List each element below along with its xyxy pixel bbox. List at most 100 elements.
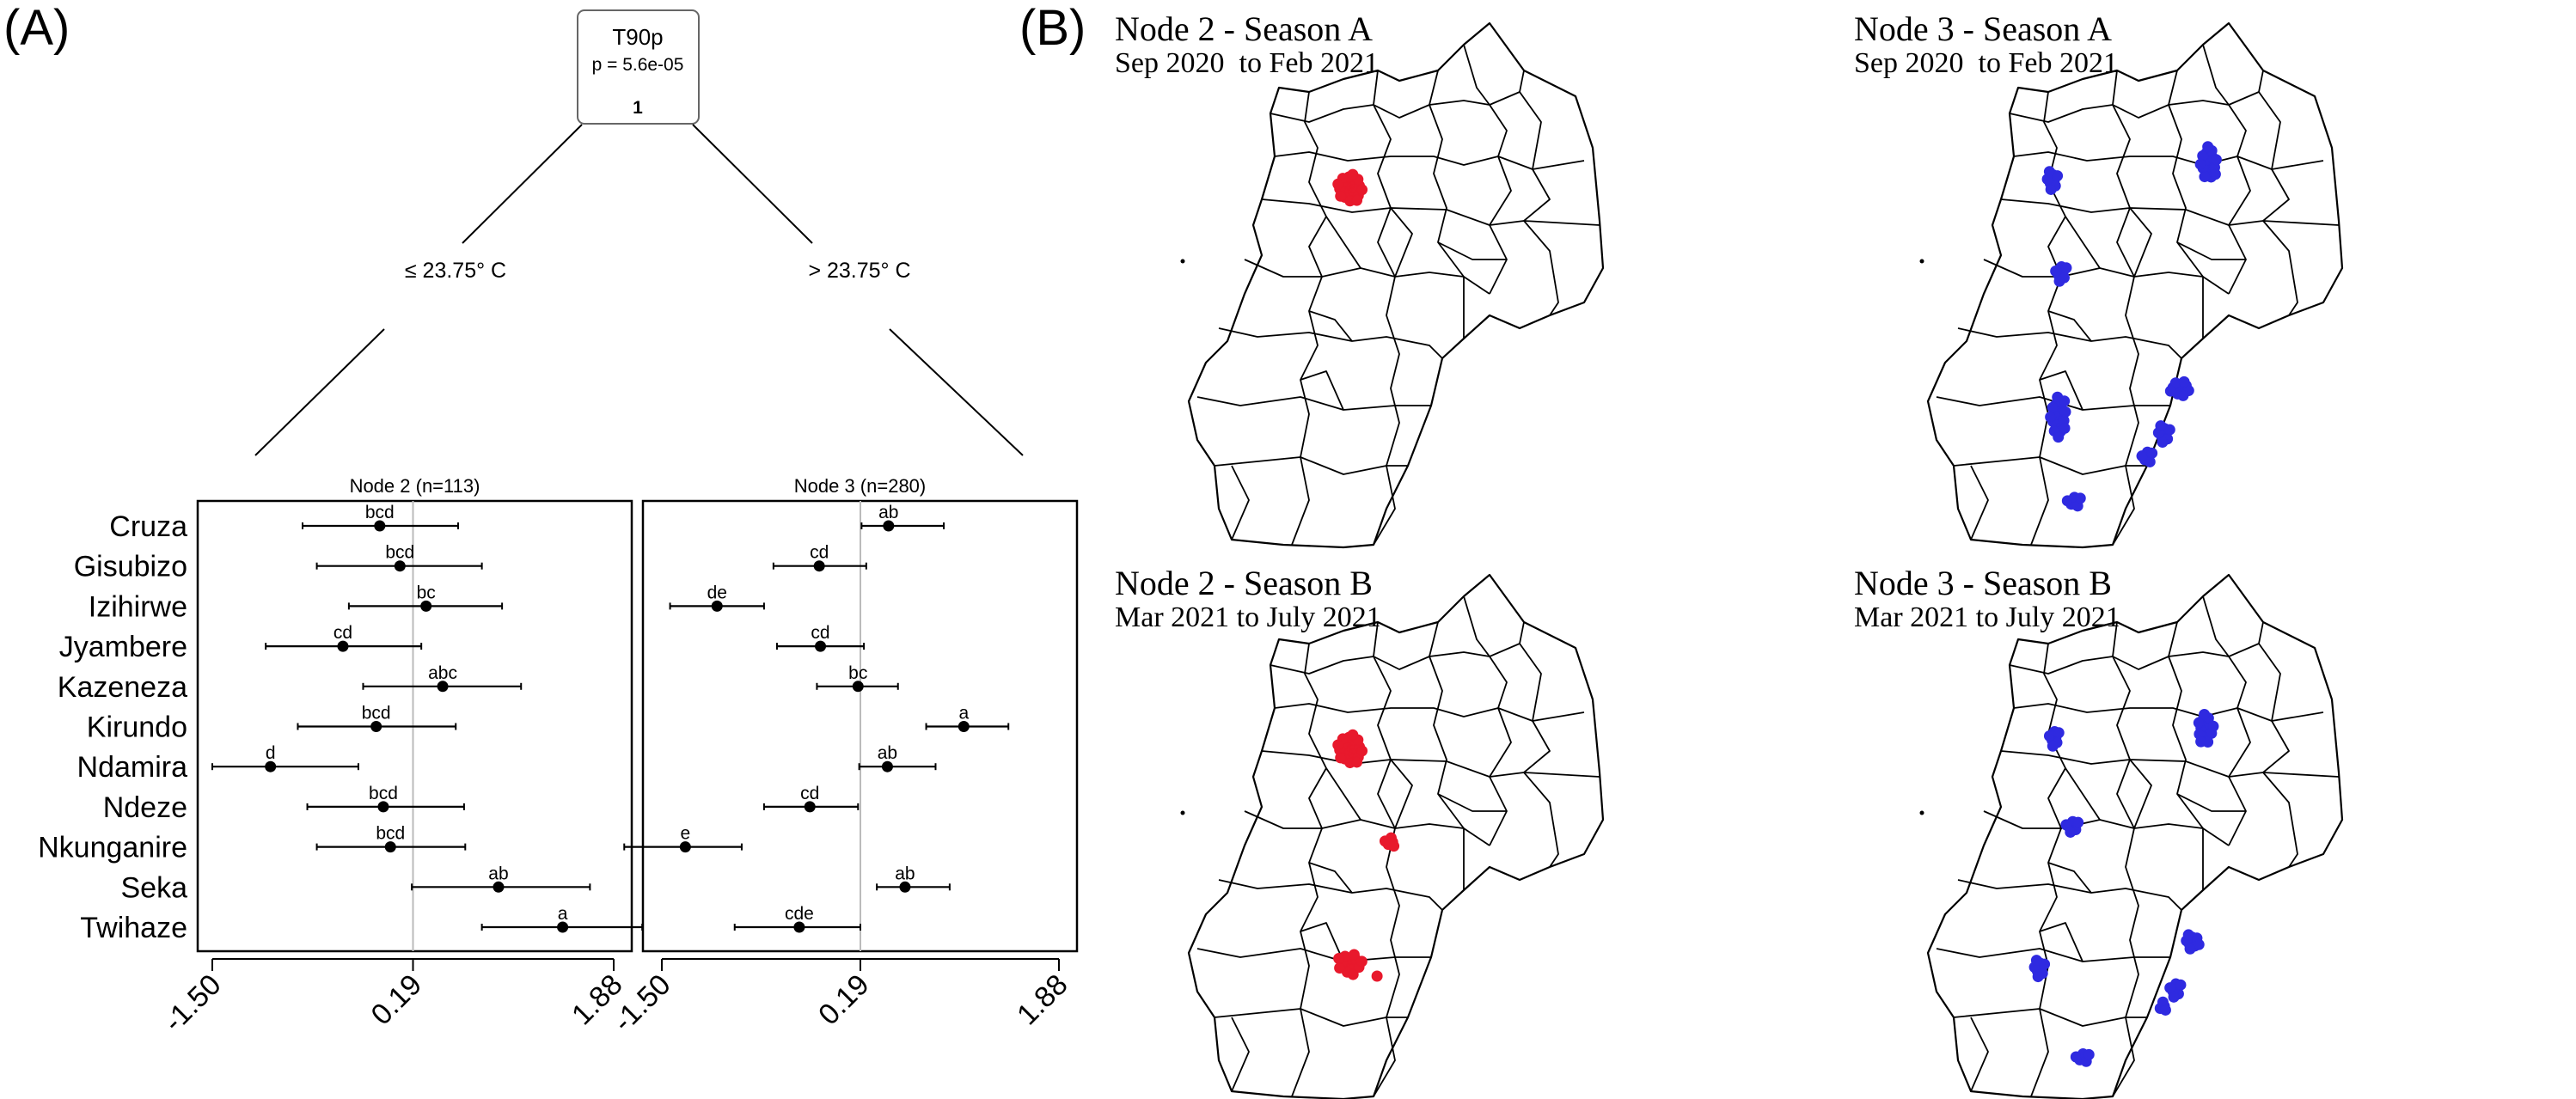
category-label: Jyambere	[59, 631, 187, 663]
trial-location-dot	[2193, 717, 2205, 729]
trial-location-dot	[1355, 956, 1368, 968]
significance-letter: ab	[878, 503, 898, 522]
significance-letter: cd	[810, 543, 829, 563]
trial-location-dot	[1351, 194, 1363, 206]
trial-location-dot	[2155, 420, 2167, 432]
tree-edge-right-lower	[889, 328, 1024, 456]
x-tick-label: 0.19	[812, 968, 876, 1032]
trial-location-dot	[2053, 275, 2065, 287]
trial-location-dot	[2164, 385, 2176, 397]
split-label-left: ≤ 23.75° C	[405, 259, 506, 283]
estimate-point	[804, 801, 816, 813]
trial-location-dot	[2182, 929, 2194, 941]
estimate-point	[374, 520, 386, 532]
trial-location-dot	[2195, 736, 2207, 748]
root-node-id: 1	[633, 98, 643, 118]
category-label: Gisubizo	[74, 551, 187, 583]
significance-letter: cd	[811, 623, 829, 643]
estimate-point	[711, 600, 723, 612]
trial-location-dot	[2070, 1051, 2082, 1063]
trial-location-dot	[2210, 154, 2222, 166]
trial-location-dot	[1332, 178, 1344, 190]
category-label: Izihirwe	[89, 590, 187, 623]
trial-location-dot	[2045, 183, 2057, 195]
significance-letter: cd	[800, 784, 819, 803]
map-node2-season-b	[1179, 573, 1605, 1099]
trial-location-dot	[1335, 752, 1347, 764]
trial-location-dot	[2136, 450, 2148, 462]
trial-location-dot	[2074, 492, 2086, 504]
trial-location-dot	[1332, 739, 1344, 751]
category-label: Ndamira	[77, 751, 188, 784]
significance-letter: a	[958, 704, 969, 724]
estimate-point	[793, 921, 805, 933]
significance-letter: bc	[417, 583, 436, 602]
significance-letter: bcd	[385, 543, 414, 563]
trial-location-dot	[1334, 962, 1346, 974]
category-label: Kazeneza	[58, 671, 187, 704]
map-1-title: Node 2 - Season A	[1115, 9, 1373, 48]
map-4-points	[2028, 708, 2219, 1067]
map-node3-season-a	[1918, 21, 2344, 549]
trial-location-dot	[2194, 158, 2206, 170]
x-tick-label: 1.88	[1011, 968, 1074, 1032]
map-2-points	[2041, 141, 2222, 512]
estimate-point	[815, 640, 827, 652]
significance-letter: bc	[848, 663, 867, 683]
trial-location-dot	[2065, 826, 2077, 838]
root-node-pvalue: p = 5.6e-05	[592, 55, 684, 75]
trial-location-dot	[2175, 979, 2187, 991]
trial-location-dot	[2045, 411, 2057, 423]
estimate-point	[958, 721, 970, 732]
forest-plots: Cruza Gisubizo Izihirwe Jyambere Kazeneza Kir…	[38, 475, 1079, 1039]
significance-letter: a	[558, 904, 568, 924]
trial-location-dot	[2159, 1004, 2171, 1016]
significance-letter: bcd	[365, 503, 395, 522]
trial-location-dot	[2177, 389, 2189, 401]
estimate-point	[384, 841, 396, 853]
trial-location-dot	[1371, 970, 1383, 982]
panel-label-a: (A)	[3, 0, 70, 56]
plot-frame	[196, 499, 633, 953]
estimate-point	[899, 881, 911, 893]
trial-location-dot	[1347, 968, 1359, 980]
trial-location-dot	[2146, 447, 2158, 459]
x-tick-label: -1.50	[157, 968, 228, 1039]
trial-location-dot	[2059, 395, 2071, 407]
map-2-title: Node 3 - Season A	[1854, 9, 2112, 48]
category-label: Twihaze	[80, 912, 187, 944]
estimate-point	[493, 881, 505, 893]
trial-location-dot	[2030, 955, 2042, 967]
trial-location-dot	[2199, 708, 2211, 720]
trial-location-dot	[2168, 991, 2180, 1003]
map-4-title: Node 3 - Season B	[1854, 564, 2112, 602]
map-node2-season-a	[1179, 21, 1605, 549]
map-1-points	[1332, 168, 1368, 207]
significance-letter: bcd	[376, 824, 405, 844]
tree-edge-left-upper	[462, 124, 583, 244]
trial-location-dot	[2043, 166, 2055, 178]
estimate-point	[370, 721, 382, 732]
significance-letter: bcd	[369, 784, 398, 803]
trial-location-dot	[1347, 168, 1359, 180]
tree-edge-left-lower	[254, 328, 385, 456]
x-tick-label: -1.50	[607, 968, 677, 1039]
significance-letter: cde	[785, 904, 814, 924]
trial-location-dot	[2043, 730, 2055, 742]
trial-location-dot	[2209, 168, 2221, 180]
map-4-subtitle: Mar 2021 to July 2021	[1854, 601, 2120, 633]
category-label: Nkunganire	[38, 832, 187, 864]
estimate-point	[883, 520, 895, 532]
trial-location-dot	[2059, 422, 2071, 434]
significance-letter: ab	[895, 864, 915, 883]
trial-location-dot	[1356, 745, 1368, 757]
estimate-point	[557, 921, 569, 933]
category-label: Seka	[121, 871, 188, 904]
trial-location-dot	[2053, 431, 2065, 443]
trial-location-dot	[2199, 171, 2211, 183]
map-2-subtitle: Sep 2020 to Feb 2021	[1854, 47, 2118, 79]
trial-location-dot	[1379, 835, 1391, 847]
trial-location-dot	[2202, 141, 2214, 153]
trial-location-dot	[2207, 720, 2219, 732]
estimate-point	[377, 801, 389, 813]
